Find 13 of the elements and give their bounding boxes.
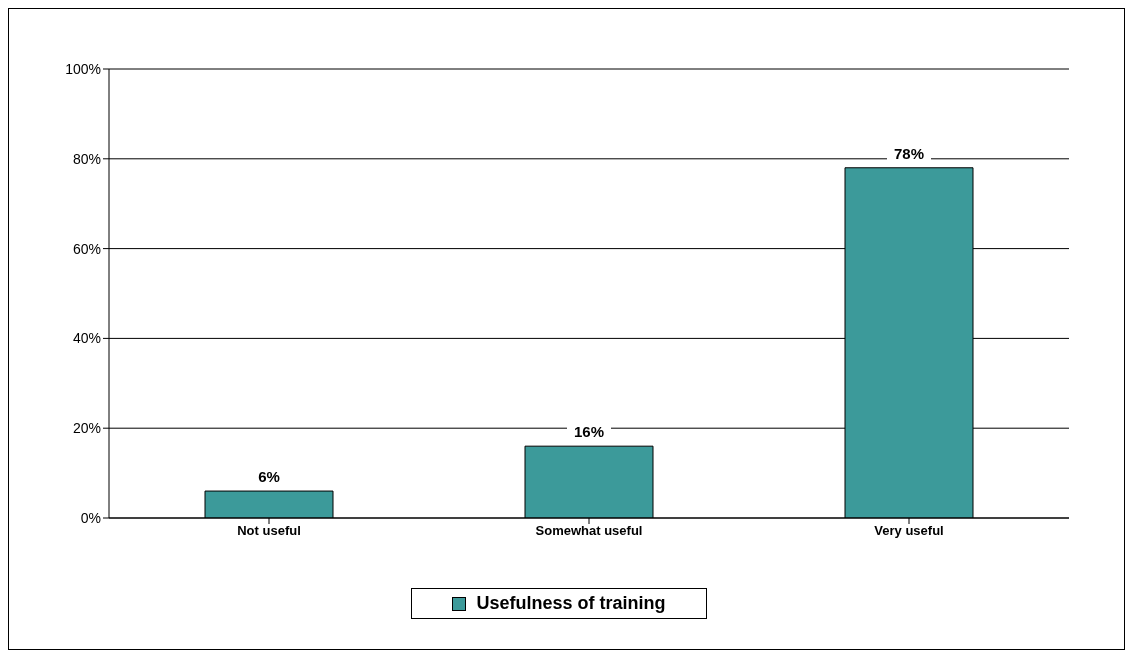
data-label: 6%	[258, 468, 280, 486]
y-tick-label: 0%	[80, 509, 101, 526]
y-tick-label: 40%	[72, 330, 101, 347]
x-tick-label: Very useful	[874, 523, 944, 539]
data-label: 78%	[893, 144, 925, 162]
x-tick-label: Not useful	[237, 523, 301, 539]
y-tick-label: 100%	[65, 60, 101, 77]
data-label: 16%	[573, 423, 605, 441]
legend-label: Usefulness of training	[476, 593, 666, 614]
y-tick-label: 20%	[72, 420, 101, 437]
x-tick-label: Somewhat useful	[535, 523, 643, 539]
y-tick-label: 80%	[72, 150, 101, 167]
y-tick-label: 60%	[72, 240, 101, 257]
